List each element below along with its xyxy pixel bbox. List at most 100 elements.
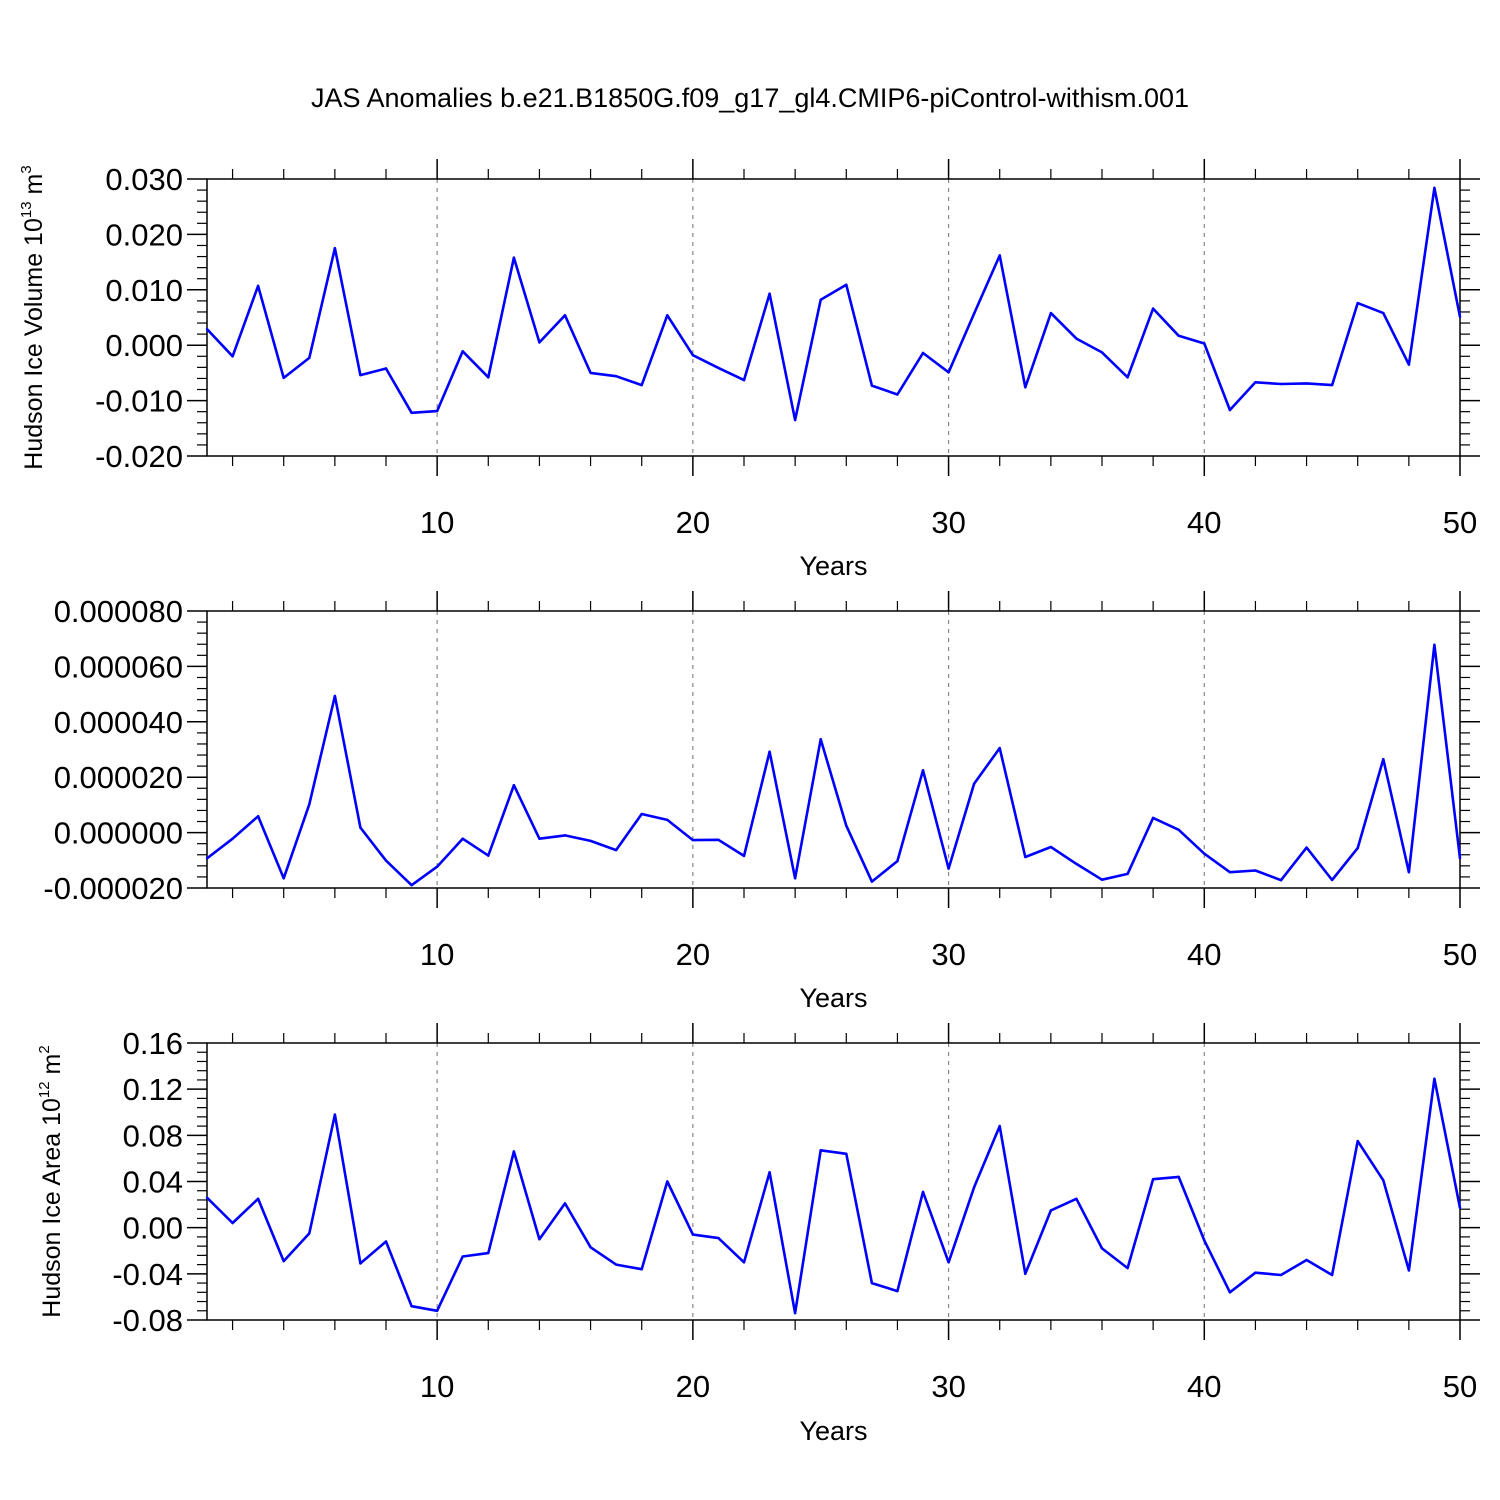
data-point xyxy=(1203,852,1206,855)
data-point xyxy=(1433,1077,1436,1080)
data-point xyxy=(1330,383,1334,387)
data-point xyxy=(435,865,439,868)
y-tick-label: 0.010 xyxy=(105,273,183,308)
data-point xyxy=(1330,1273,1334,1277)
data-point xyxy=(1075,337,1078,340)
data-point xyxy=(435,1309,439,1312)
data-point xyxy=(1279,879,1283,882)
data-point xyxy=(614,848,618,852)
data-point xyxy=(1100,351,1104,354)
data-point xyxy=(308,803,311,806)
data-point xyxy=(1433,186,1436,190)
data-point xyxy=(691,353,695,357)
data-point xyxy=(1458,1206,1462,1210)
data-point xyxy=(538,341,541,344)
x-tick-label: 50 xyxy=(1443,1369,1477,1404)
y-axis-label: Hudson Ice Volume 1013 m3 xyxy=(18,165,48,469)
data-point xyxy=(538,1238,541,1241)
x-tick-label: 50 xyxy=(1443,505,1477,540)
data-point xyxy=(333,1113,337,1116)
data-point xyxy=(308,1232,311,1235)
y-axis-label: Hudson Ice Area 1012 m2 xyxy=(36,1045,66,1317)
data-point xyxy=(205,1196,209,1199)
data-point xyxy=(1382,757,1385,761)
x-tick-label: 30 xyxy=(931,505,965,540)
y-tick-label: -0.08 xyxy=(112,1303,183,1338)
y-tick-label: -0.020 xyxy=(95,439,183,474)
y-tick-label: -0.000020 xyxy=(43,871,183,906)
data-point xyxy=(1100,878,1104,881)
y-tick-label: 0.000080 xyxy=(54,594,183,629)
data-point xyxy=(1305,1258,1308,1262)
data-point xyxy=(359,826,362,829)
data-point xyxy=(1177,828,1180,832)
data-point xyxy=(1228,1291,1232,1294)
x-tick-label: 10 xyxy=(420,1369,454,1404)
data-point xyxy=(512,256,516,259)
data-point xyxy=(563,834,567,837)
data-point xyxy=(998,1124,1001,1128)
data-point xyxy=(589,839,592,843)
data-point xyxy=(691,1233,695,1236)
y-tick-label: 0.030 xyxy=(105,162,183,197)
data-point xyxy=(896,393,899,396)
data-point xyxy=(717,838,720,842)
data-point xyxy=(1407,871,1411,874)
data-point xyxy=(538,837,541,840)
data-point xyxy=(1228,871,1232,874)
x-tick-label: 30 xyxy=(931,937,965,972)
data-point xyxy=(256,284,260,288)
data-point xyxy=(768,292,771,295)
data-point xyxy=(359,373,362,377)
data-point xyxy=(1279,382,1283,386)
data-point xyxy=(768,1171,771,1174)
y-tick-label: 0.000 xyxy=(105,328,183,363)
data-point xyxy=(640,1268,643,1271)
data-point xyxy=(256,815,260,818)
data-point xyxy=(512,784,516,787)
data-point xyxy=(742,378,746,382)
data-point xyxy=(1049,1209,1053,1212)
data-point xyxy=(205,327,209,331)
y-tick-label: -0.04 xyxy=(112,1257,183,1292)
data-point xyxy=(256,1197,260,1201)
data-point xyxy=(410,1304,413,1308)
y-tick-label: 0.08 xyxy=(123,1118,183,1153)
data-point xyxy=(1024,1272,1027,1276)
data-point xyxy=(947,371,950,374)
panel-thickness: 10 20 30 40 50 -0.000020 0.000000 0.000020 0.000… xyxy=(43,591,1480,1013)
y-tick-label: 0.16 xyxy=(123,1026,183,1061)
data-point xyxy=(410,411,413,414)
data-point xyxy=(717,366,720,370)
x-tick-label: 50 xyxy=(1443,937,1477,972)
series-line-area xyxy=(206,1077,1462,1315)
data-point xyxy=(1049,845,1053,849)
data-point xyxy=(487,1251,490,1255)
data-point xyxy=(1254,869,1257,872)
data-point xyxy=(1075,862,1078,866)
y-tick-label: 0.000020 xyxy=(54,760,183,795)
x-tick-label: 20 xyxy=(676,505,710,540)
data-point xyxy=(666,314,669,317)
panel-volume: 10 20 30 40 50 -0.020 -0.010 0.000 0.010 0.020 0.0… xyxy=(18,159,1480,581)
data-point xyxy=(845,1152,848,1156)
data-point xyxy=(1203,342,1206,345)
data-point xyxy=(921,1190,925,1194)
data-point xyxy=(717,1236,720,1240)
data-point xyxy=(1126,1266,1129,1270)
data-point xyxy=(282,1259,285,1263)
data-point xyxy=(972,782,976,786)
x-tick-label: 40 xyxy=(1187,937,1221,972)
data-point xyxy=(870,384,874,387)
data-point xyxy=(793,418,797,422)
data-point xyxy=(461,350,464,353)
data-point xyxy=(640,812,643,816)
data-point xyxy=(614,375,618,378)
data-point xyxy=(282,877,285,880)
data-point xyxy=(435,409,439,413)
y-tick-label: 0.00 xyxy=(123,1211,183,1246)
data-point xyxy=(896,1289,899,1293)
x-tick-label: 20 xyxy=(676,937,710,972)
data-point xyxy=(947,1261,950,1264)
data-point xyxy=(487,854,490,857)
